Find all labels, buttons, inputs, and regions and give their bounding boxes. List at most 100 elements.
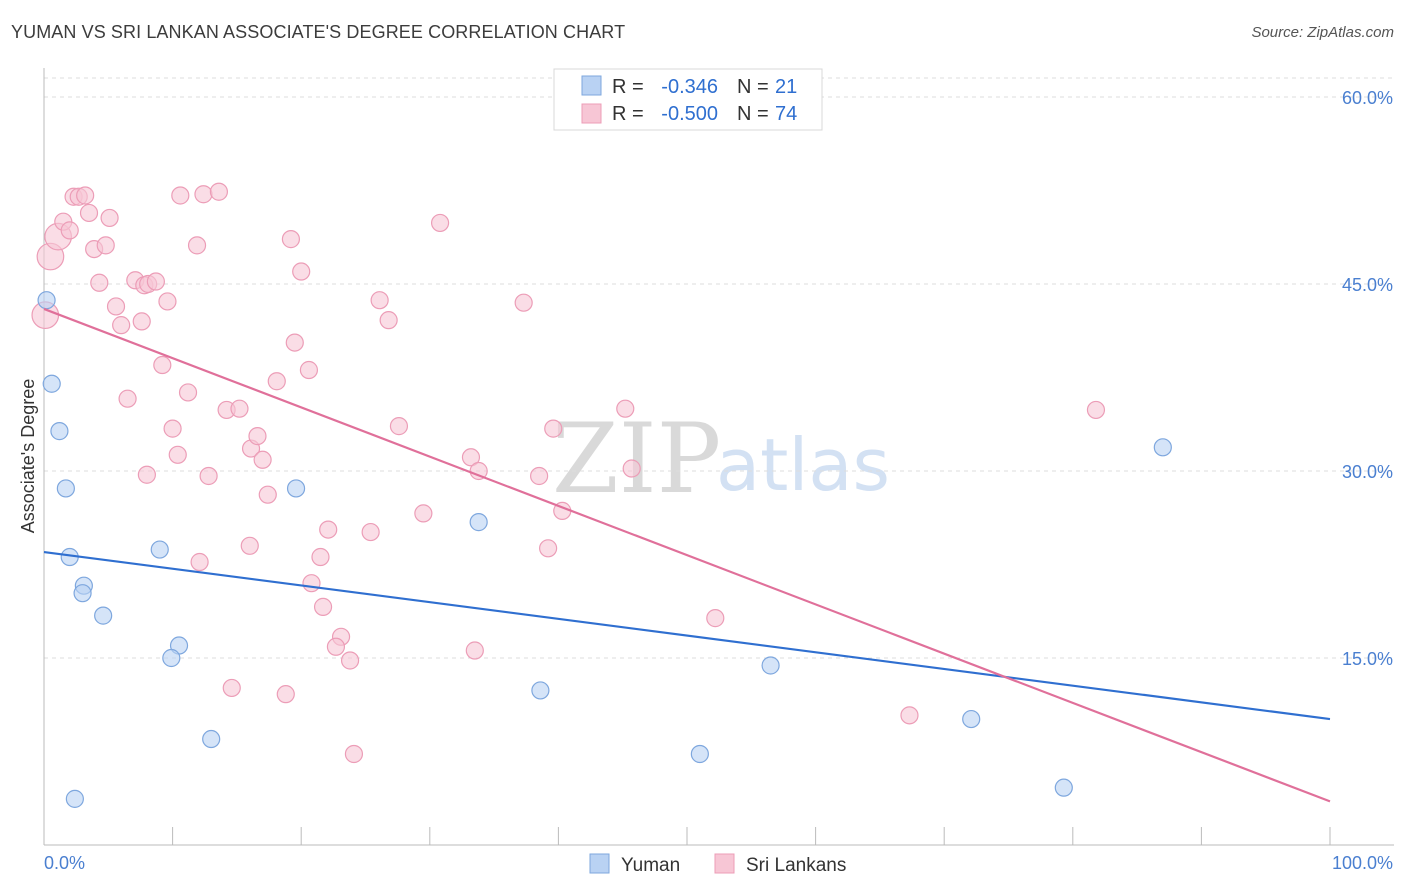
watermark-atlas: atlas <box>716 423 890 507</box>
bottom-legend-swatch-yuman <box>589 853 610 874</box>
yuman-point <box>286 479 306 498</box>
source-credit: Source: ZipAtlas.com <box>1251 24 1394 41</box>
srilankan-point <box>379 311 398 330</box>
srilankan-point <box>340 651 360 670</box>
srilankan-point <box>514 293 533 312</box>
srilankan-point <box>319 520 338 539</box>
bottom-legend: Yuman Sri Lankans <box>589 853 846 876</box>
srilankan-point <box>267 372 286 391</box>
yuman-point <box>761 656 780 675</box>
yuman-trend-line <box>43 550 1331 721</box>
srilankan-point <box>616 399 635 418</box>
srilankan-point <box>79 203 99 223</box>
srilankan-point <box>281 230 301 249</box>
srilankan-point <box>461 448 481 467</box>
srilankan-point <box>1086 400 1106 420</box>
srilankan-trend-line <box>43 307 1331 803</box>
srilankan-point <box>230 399 249 418</box>
yuman-point <box>690 744 709 764</box>
yuman-point <box>42 374 61 393</box>
srilankan-point <box>248 426 267 446</box>
srilankan-point <box>276 685 295 704</box>
srilankan-point <box>100 208 119 228</box>
yuman-point <box>1054 778 1073 797</box>
legend-r-value-yuman: -0.346 <box>661 76 718 98</box>
srilankan-point <box>168 445 187 464</box>
yuman-point <box>37 291 56 310</box>
axes <box>43 68 1394 846</box>
srilankan-point <box>187 236 207 255</box>
srilankan-point <box>90 273 109 292</box>
bottom-legend-swatch-srilankan <box>714 853 735 874</box>
yuman-point <box>202 729 221 749</box>
yuman-point <box>1153 438 1172 457</box>
yuman-point <box>150 540 169 559</box>
legend-r-value-srilankan: -0.500 <box>661 103 718 125</box>
y-tick-label: 30.0% <box>1342 462 1393 482</box>
watermark-zip: ZIP <box>552 403 721 515</box>
yuman-point <box>50 422 69 441</box>
srilankan-point <box>194 185 213 204</box>
srilankan-point <box>132 312 151 331</box>
yuman-point <box>65 789 84 808</box>
srilankan-point <box>96 236 115 255</box>
yuman-point <box>94 606 113 625</box>
srilankan-point <box>178 383 198 402</box>
legend-swatch-yuman <box>581 75 602 96</box>
srilankan-point <box>190 552 209 572</box>
trend-lines <box>43 307 1331 803</box>
srilankan-point <box>163 419 182 438</box>
yuman-point <box>469 513 488 532</box>
srilankan-point <box>900 706 919 725</box>
yuman-point <box>962 709 981 729</box>
srilankan-point <box>414 504 433 523</box>
srilankan-point <box>209 182 228 201</box>
srilankan-point <box>292 262 311 281</box>
chart-title: YUMAN VS SRI LANKAN ASSOCIATE'S DEGREE C… <box>11 22 626 42</box>
srilankan-point <box>146 272 165 291</box>
srilankan-point <box>60 221 79 240</box>
y-tick-label: 15.0% <box>1342 649 1393 669</box>
srilankan-point <box>302 574 321 593</box>
srilankan-point <box>370 291 389 310</box>
legend-box: R = -0.346 N = 21 R = -0.500 N = 74 <box>553 68 823 131</box>
legend-n-value-yuman: 21 <box>775 76 797 98</box>
watermark: ZIP atlas <box>552 403 890 515</box>
srilankan-point <box>706 609 725 628</box>
legend-n-label-srilankan: N = <box>737 103 769 125</box>
srilankan-point <box>344 744 364 764</box>
srilankan-point <box>253 450 272 469</box>
srilankan-point <box>171 186 190 205</box>
srilankan-point <box>285 333 304 352</box>
srilankan-point <box>530 466 549 486</box>
yuman-point <box>531 681 550 700</box>
srilankan-point <box>240 536 259 555</box>
srilankan-point <box>222 678 241 698</box>
srilankan-point <box>430 213 450 233</box>
srilankan-point <box>311 547 330 567</box>
x-tick-label-max: 100.0% <box>1332 853 1393 873</box>
tick-labels: 15.0% 30.0% 45.0% 60.0% 0.0% 100.0% <box>44 88 1393 873</box>
srilankan-point <box>313 597 333 616</box>
srilankan-point <box>389 417 409 436</box>
srilankan-point <box>544 419 563 438</box>
legend-n-value-srilankan: 74 <box>775 103 797 125</box>
srilankan-point <box>326 637 346 656</box>
srilankan-point <box>106 297 126 316</box>
bottom-legend-label-yuman: Yuman <box>621 855 680 876</box>
srilankan-point <box>137 465 156 484</box>
yuman-point <box>73 584 92 603</box>
srilankan-point <box>622 459 641 478</box>
legend-n-label-yuman: N = <box>737 76 769 98</box>
srilankan-point <box>258 485 277 504</box>
srilankan-point <box>361 522 380 542</box>
legend-r-label-srilankan: R = <box>612 103 644 125</box>
legend-swatch-srilankan <box>581 103 602 124</box>
srilankan-point <box>539 539 558 558</box>
yuman-point <box>162 648 181 668</box>
legend-r-label-yuman: R = <box>612 76 644 98</box>
yuman-points <box>37 291 1172 808</box>
srilankan-points <box>31 182 1106 764</box>
x-tick-label-min: 0.0% <box>44 853 85 873</box>
